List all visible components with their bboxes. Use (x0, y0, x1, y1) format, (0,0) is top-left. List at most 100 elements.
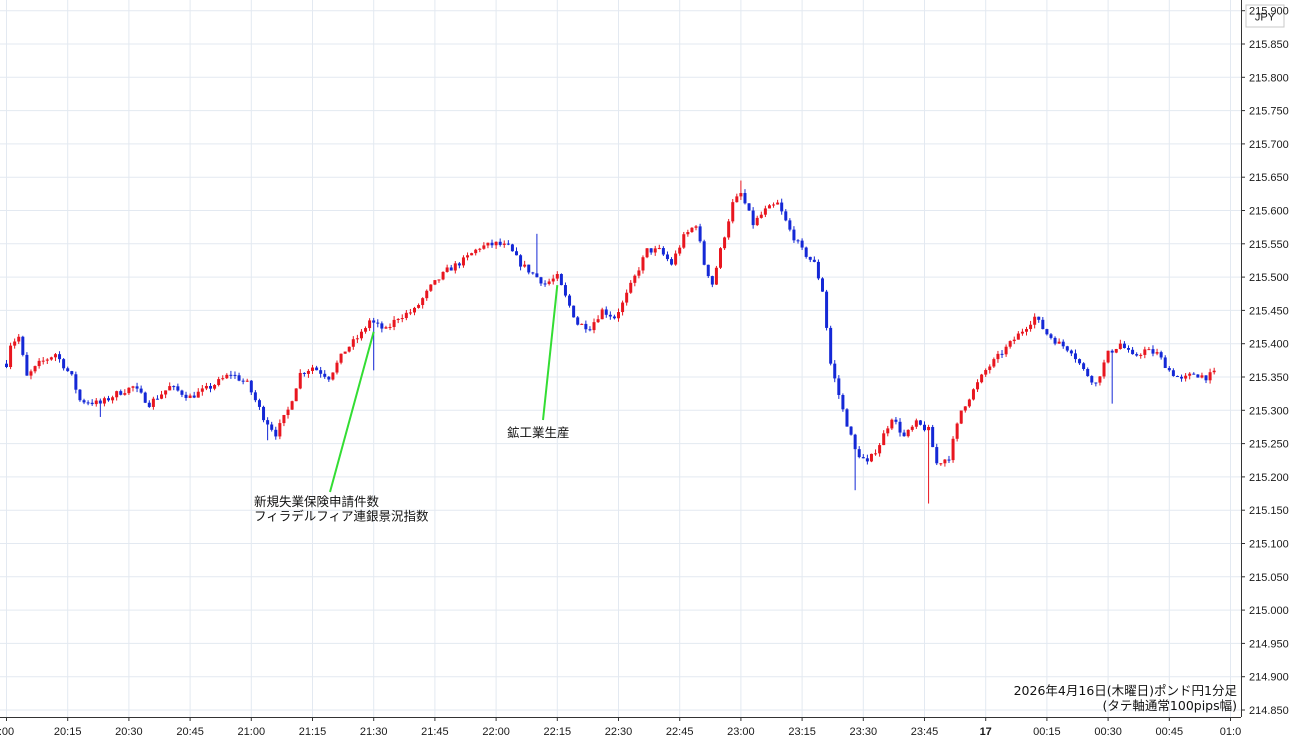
candle-down (510, 244, 514, 252)
candle-up (580, 323, 584, 325)
candle-up (466, 255, 470, 258)
candle-down (1196, 374, 1200, 378)
candle-up (910, 426, 914, 430)
candle-down (506, 243, 510, 245)
y-tick-label: 214.850 (1249, 705, 1289, 717)
candle-up (1184, 375, 1188, 379)
candle-down (792, 229, 796, 241)
candle-up (714, 267, 718, 285)
candle-down (1180, 376, 1184, 379)
candle-up (290, 401, 294, 410)
candle-down (1082, 363, 1086, 370)
candle-down (90, 402, 94, 405)
candle-down (812, 259, 816, 262)
candle-down (58, 354, 62, 360)
candle-down (588, 329, 592, 331)
candle-up (1188, 373, 1192, 376)
candle-up (939, 463, 943, 465)
annotation-label: フィラデルフィア連銀景況指数 (254, 509, 429, 524)
candle-up (927, 426, 931, 431)
candle-down (1110, 350, 1114, 353)
candle-down (327, 376, 331, 380)
candle-up (392, 319, 396, 327)
candle-down (1090, 376, 1094, 383)
candle-up (678, 247, 682, 254)
candle-up (396, 319, 400, 321)
candle-down (604, 309, 608, 315)
candle-up (445, 267, 449, 272)
candle-up (102, 398, 106, 404)
candle-up (486, 242, 490, 246)
candle-up (29, 371, 33, 376)
candle-up (368, 320, 372, 329)
candle-down (270, 424, 274, 430)
candle-down (457, 263, 461, 266)
candle-up (115, 391, 119, 398)
y-tick-label: 215.350 (1249, 372, 1289, 384)
candle-down (257, 400, 261, 407)
x-tick-label: 21:30 (360, 726, 388, 738)
candle-up (41, 360, 45, 362)
y-tick-label: 215.700 (1249, 139, 1289, 151)
candle-down (543, 283, 547, 285)
candle-up (1025, 329, 1028, 332)
candle-down (706, 264, 710, 277)
candle-up (37, 360, 41, 367)
candle-up (694, 226, 698, 228)
candle-up (996, 353, 1000, 360)
candle-up (637, 270, 641, 276)
candle-down (743, 193, 747, 204)
candle-down (1073, 353, 1077, 360)
candle-down (253, 392, 257, 401)
x-tick-label: 23:30 (850, 726, 878, 738)
candle-down (853, 434, 857, 450)
candle-up (482, 245, 486, 249)
candle-up (298, 372, 302, 389)
candle-down (670, 259, 674, 265)
candle-up (127, 387, 131, 394)
candle-up (878, 445, 882, 454)
candle-down (209, 385, 212, 389)
candle-up (351, 339, 355, 347)
candle-up (735, 196, 739, 203)
candle-up (967, 399, 971, 407)
candle-down (184, 394, 188, 398)
candle-down (559, 274, 563, 286)
chart-grid (0, 0, 1241, 717)
candle-up (1004, 346, 1008, 355)
candle-up (596, 319, 600, 323)
candle-up (906, 429, 910, 437)
candle-up (625, 292, 629, 303)
candle-up (400, 318, 404, 320)
candle-down (1175, 375, 1179, 377)
candle-up (617, 312, 620, 319)
candle-up (1200, 375, 1204, 378)
candle-up (437, 279, 441, 281)
candle-up (429, 284, 433, 291)
candle-up (470, 253, 474, 256)
candle-down (780, 202, 784, 212)
candle-down (821, 278, 824, 292)
candle-up (494, 241, 498, 246)
candle-down (155, 398, 159, 400)
candle-down (62, 359, 66, 369)
candle-up (123, 393, 127, 395)
x-tick-label: 21:15 (299, 726, 327, 738)
candle-up (1118, 343, 1122, 350)
candle-up (111, 397, 115, 401)
candle-down (66, 368, 70, 372)
candle-down (649, 248, 653, 253)
candle-down (825, 291, 829, 328)
y-tick-label: 215.100 (1249, 539, 1289, 551)
candle-up (1208, 372, 1212, 381)
candle-up (645, 248, 649, 258)
candle-up (388, 326, 392, 328)
candle-down (70, 371, 74, 375)
candle-down (1041, 319, 1045, 330)
candle-up (1143, 349, 1147, 355)
candle-down (539, 277, 543, 284)
candle-down (608, 314, 612, 317)
candle-up (955, 423, 959, 439)
x-tick-label: 22:15 (544, 726, 572, 738)
candle-down (82, 400, 86, 403)
